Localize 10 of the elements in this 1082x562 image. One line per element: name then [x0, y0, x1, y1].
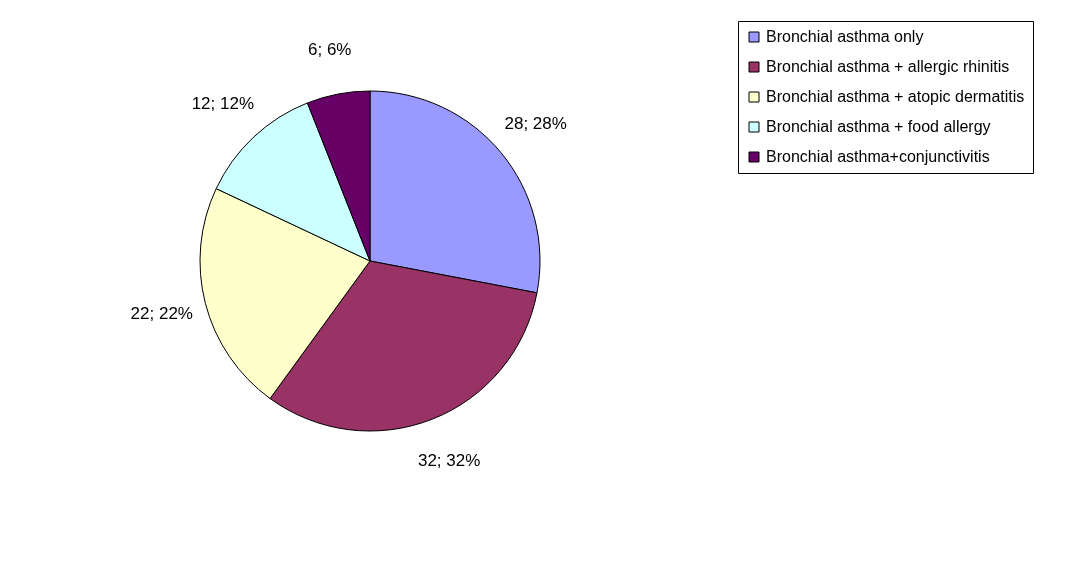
- data-label: 22; 22%: [130, 304, 193, 324]
- data-label: 32; 32%: [417, 450, 481, 470]
- data-label: 6; 6%: [307, 39, 352, 59]
- legend-label: Bronchial asthma only: [766, 28, 924, 45]
- data-label: 28; 28%: [504, 113, 567, 133]
- legend-label: Bronchial asthma + allergic rhinitis: [766, 58, 1010, 75]
- legend-label: Bronchial asthma+conjunctivitis: [766, 148, 990, 165]
- legend-label: Bronchial asthma + atopic dermatitis: [766, 88, 1025, 105]
- data-label: 12; 12%: [191, 94, 255, 114]
- legend-label: Bronchial asthma + food allergy: [766, 118, 991, 135]
